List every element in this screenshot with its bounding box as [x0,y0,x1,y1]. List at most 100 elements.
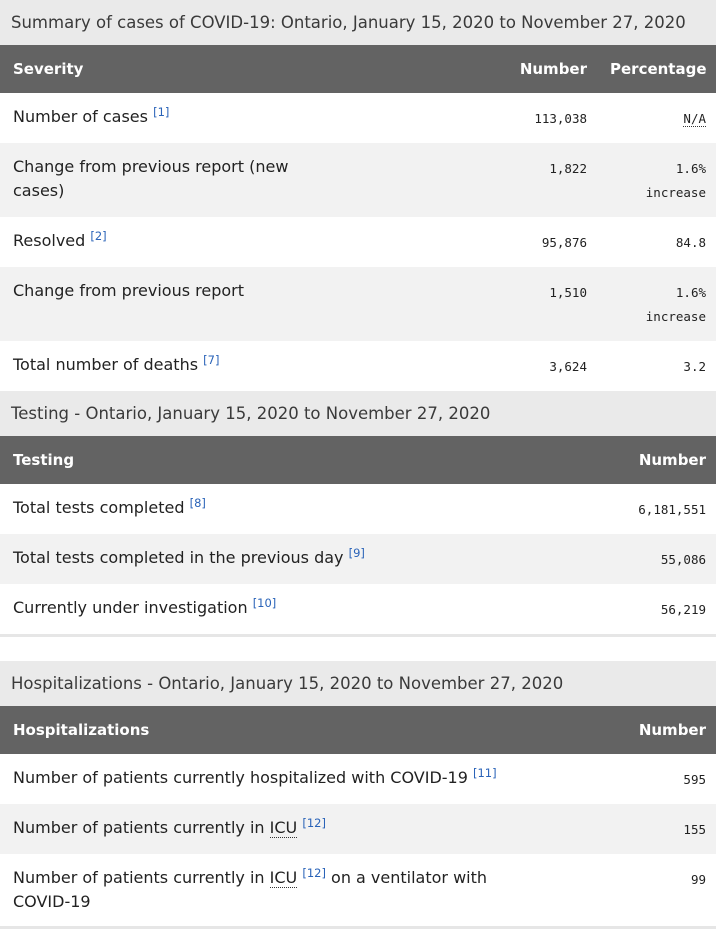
text: 1.6% increase [645,161,706,200]
text: Resolved [13,231,91,250]
data-table: Severity Number Percentage Number of cases … [0,45,716,391]
footnote-ref[interactable]: [11] [472,766,497,780]
column-header: Number [340,45,597,93]
number-cell: 99 [556,854,716,926]
text: 6,181,551 [638,502,706,517]
text: 84.8 [675,235,706,250]
text: 595 [683,772,706,787]
table-row: Number of patients currently in ICU [12]… [0,854,716,926]
percentage-cell: N/A [597,93,716,143]
footnote-ref[interactable]: [9] [348,546,365,560]
text: Number of patients currently hospitalize… [13,768,473,787]
text: Total tests completed [13,498,190,517]
table-row: Change from previous report 1,510 1.6% inc… [0,267,716,341]
label-cell: Number of patients currently in ICU [12]… [0,854,556,926]
percentage-cell: 1.6% increase [597,143,716,217]
number-cell: 55,086 [556,534,716,584]
table-body: Number of patients currently hospitalize… [0,754,716,926]
number-cell: 56,219 [556,584,716,634]
text: Number of cases [13,107,154,126]
column-header: Number [556,436,716,484]
text: 155 [683,822,706,837]
table-row: Resolved [2] 95,876 84.8 [0,217,716,267]
footnote-ref[interactable]: [7] [203,353,220,367]
footnote-ref[interactable]: [2] [90,229,107,243]
table-row: Total tests completed in the previous da… [0,534,716,584]
column-header: Hospitalizations [0,706,556,754]
column-header: Percentage [597,45,716,93]
table-caption: Testing - Ontario, January 15, 2020 to N… [0,391,716,436]
table-caption: Hospitalizations - Ontario, January 15, … [0,661,716,706]
label-cell: Change from previous report (new cases) [0,143,340,217]
text: 99 [690,872,706,887]
text: Currently under investigation [13,598,253,617]
text: 95,876 [541,235,587,250]
column-header: Number [556,706,716,754]
table-head: Testing Number [0,436,716,484]
column-header: Testing [0,436,556,484]
label-cell: Number of cases [1] [0,93,340,143]
table-row: Change from previous report (new cases) 1… [0,143,716,217]
table-row: Number of patients currently hospitalize… [0,754,716,804]
number-cell: 595 [556,754,716,804]
footnote-ref[interactable]: [12] [302,866,326,880]
table-caption: Summary of cases of COVID-19: Ontario, J… [0,0,716,45]
label-cell: Number of patients currently in ICU [12] [0,804,556,854]
header-row: Hospitalizations Number [0,706,716,754]
footnote-ref[interactable]: [8] [189,496,206,510]
table-head: Hospitalizations Number [0,706,716,754]
table-body: Number of cases [1] 113,038 N/A Change from… [0,93,716,391]
spacer [0,637,716,661]
text: Number of patients currently in [13,868,270,887]
footnote-ref[interactable]: [12] [302,816,326,830]
table-row: Number of cases [1] 113,038 N/A [0,93,716,143]
label-cell: Total number of deaths [7] [0,341,340,391]
footnote-ref[interactable]: [10] [252,596,277,610]
percentage-cell: 3.2 [597,341,716,391]
number-cell: 6,181,551 [556,484,716,534]
abbreviation: N/A [683,111,706,127]
text: 1.6% increase [645,285,706,324]
text: Change from previous report (new cases) [13,157,289,200]
table-section: Testing - Ontario, January 15, 2020 to N… [0,391,716,637]
number-cell: 3,624 [340,341,597,391]
text: 1,510 [549,285,587,300]
header-row: Testing Number [0,436,716,484]
label-cell: Resolved [2] [0,217,340,267]
number-cell: 95,876 [340,217,597,267]
table-row: Number of patients currently in ICU [12]… [0,804,716,854]
table-section: Summary of cases of COVID-19: Ontario, J… [0,0,716,391]
text: 55,086 [660,552,706,567]
table-row: Total tests completed [8] 6,181,551 [0,484,716,534]
number-cell: 1,822 [340,143,597,217]
data-table: Testing Number Total tests completed [8] 6,… [0,436,716,634]
text: Number of patients currently in [13,818,270,837]
number-cell: 1,510 [340,267,597,341]
table-section: Hospitalizations - Ontario, January 15, … [0,661,716,929]
label-cell: Total tests completed in the previous da… [0,534,556,584]
percentage-cell: 84.8 [597,217,716,267]
footnote-ref[interactable]: [1] [153,105,170,119]
data-table: Hospitalizations Number Number of patients… [0,706,716,926]
abbreviation: ICU [269,868,298,888]
number-cell: 155 [556,804,716,854]
label-cell: Change from previous report [0,267,340,341]
text: Change from previous report [13,281,245,300]
text: 3.2 [683,359,706,374]
abbreviation: ICU [269,818,298,838]
column-header: Severity [0,45,340,93]
text: 56,219 [660,602,706,617]
table-row: Currently under investigation [10] 56,219 [0,584,716,634]
text: 113,038 [534,111,587,126]
percentage-cell: 1.6% increase [597,267,716,341]
text: Total tests completed in the previous da… [13,548,349,567]
label-cell: Total tests completed [8] [0,484,556,534]
label-cell: Currently under investigation [10] [0,584,556,634]
text: 1,822 [549,161,587,176]
number-cell: 113,038 [340,93,597,143]
label-cell: Number of patients currently hospitalize… [0,754,556,804]
header-row: Severity Number Percentage [0,45,716,93]
table-head: Severity Number Percentage [0,45,716,93]
